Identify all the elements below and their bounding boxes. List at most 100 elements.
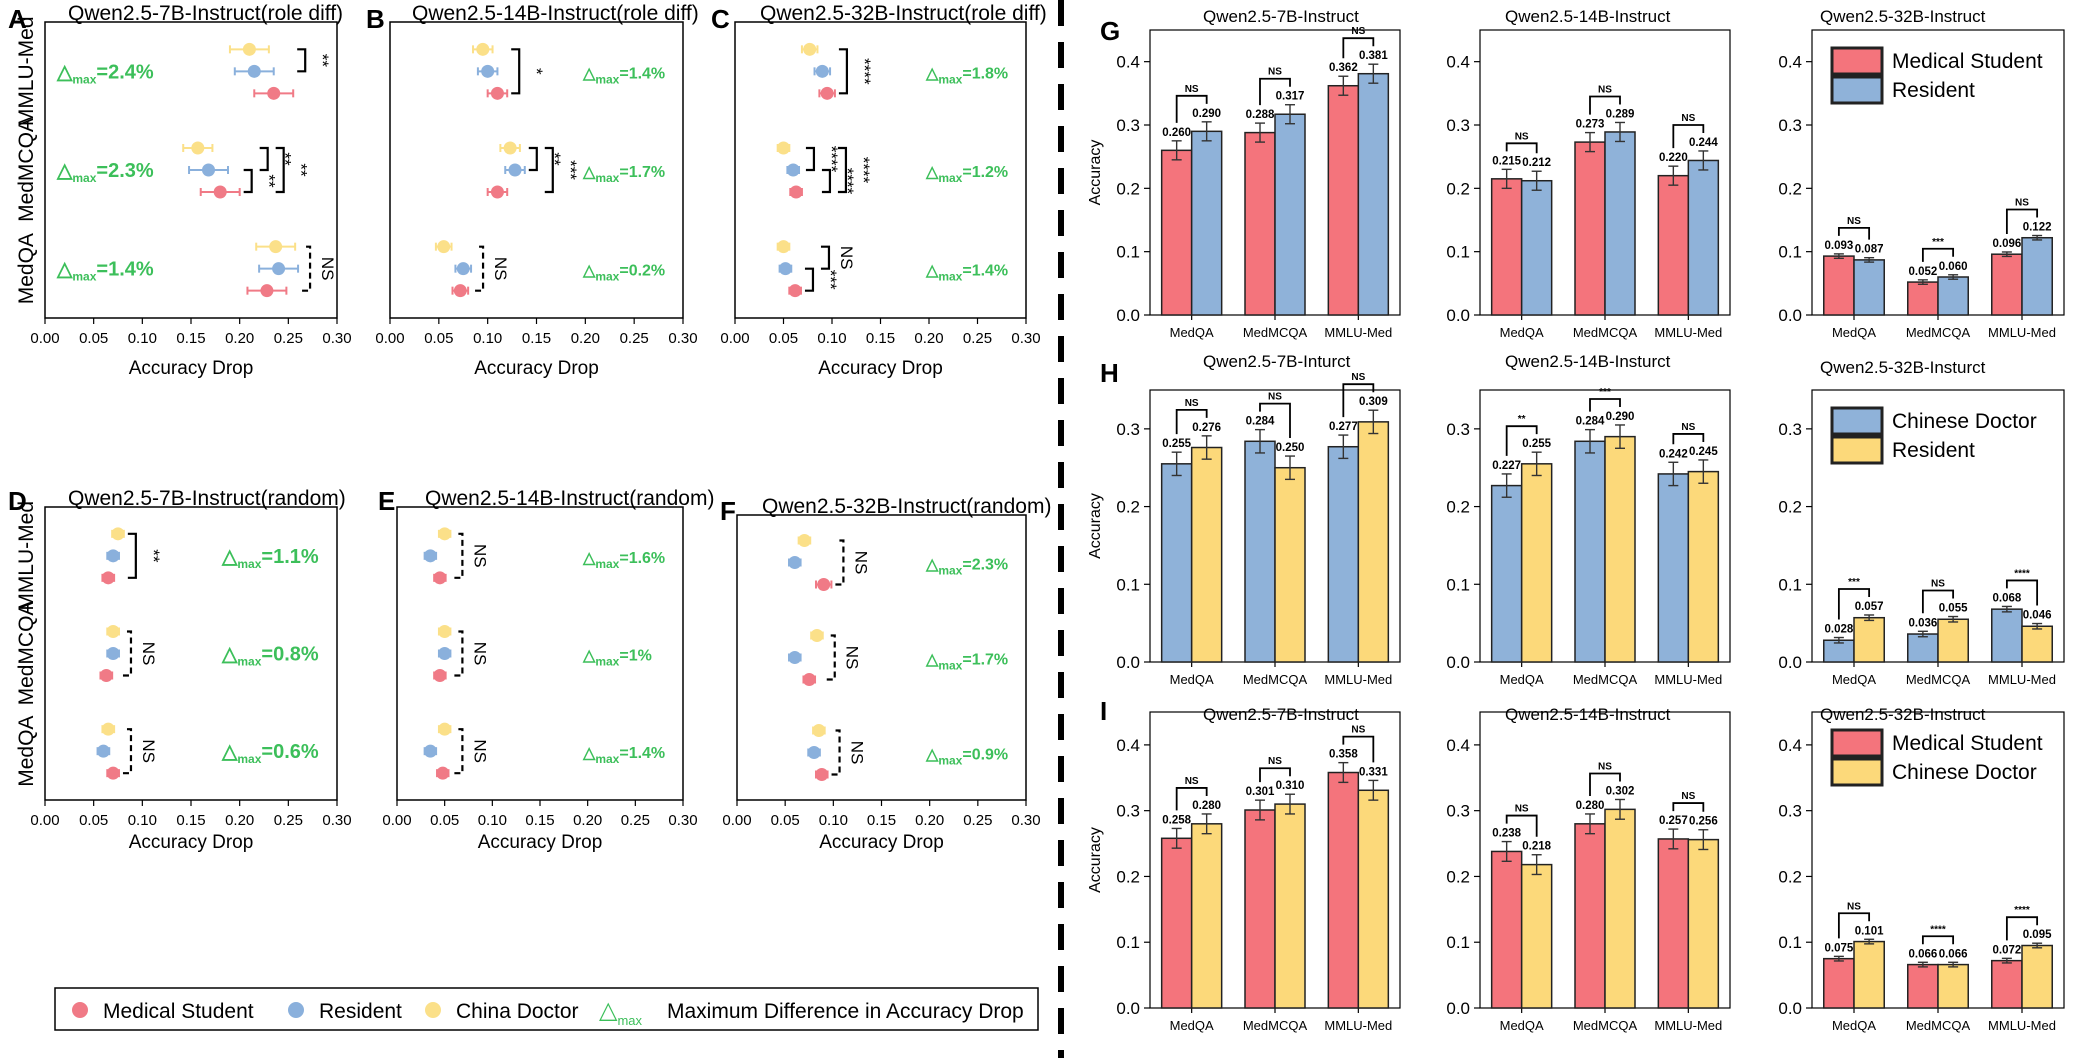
significance-label: NS [139,642,158,666]
legend-china-doctor-label: China Doctor [456,1000,579,1023]
panel-title: Qwen2.5-7B-Instruct [1203,7,1359,26]
category-label: MedMCQA [1243,325,1308,340]
point-resident [423,549,437,563]
delta-sub: max [237,752,261,766]
bar-medical-student [1657,838,1690,1009]
bar-panel-i: Qwen2.5-7B-Instruct 0.0 0.1 0.2 0.3 0.4 Accura… [1087,705,1401,1033]
bar-value-label: 0.055 [1939,603,1968,615]
point-china-doctor [269,240,283,254]
scatter-panel-b: Qwen2.5-14B-Instruct(role diff) 0.00 0.05 0… [375,2,698,379]
delta-max-label: △max=0.8% [221,644,319,669]
bar-resident [1937,618,1969,663]
category-label: MedQA [1170,1018,1214,1033]
significance-bracket [475,245,485,292]
bar-value-label: 0.245 [1689,446,1718,458]
y-tick-label: 0.2 [1446,498,1470,517]
bar-value-label: 0.244 [1689,137,1718,149]
bar-resident [1190,446,1223,663]
point-china-doctor [191,141,205,155]
y-tick-label: 0.1 [1116,933,1140,952]
bar-value-label: 0.101 [1855,925,1884,937]
point-medical-student [789,185,803,199]
bar-medical-student [1991,959,2023,1009]
significance-bracket [122,630,133,677]
delta-sub: max [595,557,619,571]
point-resident [481,64,495,78]
legend-medical-student-label: Medical Student [103,1000,254,1023]
bar-chinese-doctor [1190,823,1223,1009]
significance-bracket [528,146,538,172]
y-tick-label: 0.3 [1116,802,1140,821]
point-china-doctor [438,527,452,541]
significance-label: ** [144,549,163,563]
x-tick-label: 0.25 [621,812,650,829]
point-china-doctor [438,722,452,736]
significance-bracket [1505,814,1538,837]
bar-medical-student [1160,837,1193,1009]
scatter-panel-d: Qwen2.5-7B-Instruct(random) 0.00 0.05 0.10 0… [15,487,352,853]
delta-value: =2.3% [962,557,1008,574]
y-tick-label: 0.0 [1116,306,1140,325]
bar-value-label: 0.212 [1522,157,1551,169]
significance-bracket [454,630,464,677]
category-label: MedMCQA [1573,672,1638,687]
delta-max-label: △max=1.4% [56,259,154,284]
delta-glyph: △ [582,65,596,82]
point-medical-student [106,766,120,780]
significance-label: NS [848,741,867,765]
bar-value-label: 0.310 [1276,780,1305,792]
bar-resident [1357,421,1390,663]
significance-label: ** [292,163,311,177]
significance-label: NS [1351,725,1365,736]
significance-label: NS [1598,84,1612,95]
x-tick-label: 0.10 [819,812,848,829]
significance-label: NS [470,739,489,763]
delta-sub: max [938,72,962,86]
point-china-doctor [101,722,115,736]
point-resident [815,64,829,78]
bar-value-label: 0.087 [1855,244,1884,256]
significance-label: * [527,68,546,75]
delta-value: =1.4% [962,263,1008,280]
bar-value-label: 0.280 [1576,800,1605,812]
x-tick-label: 0.15 [867,812,896,829]
x-tick-label: 0.20 [914,330,943,347]
significance-label: ** [260,174,279,188]
significance-bracket [259,146,269,172]
significance-label: NS [491,257,510,281]
bar-value-label: 0.258 [1162,814,1191,826]
x-tick-label: 0.30 [322,812,351,829]
bar-medical-student [1490,850,1523,1009]
panel-title: Qwen2.5-14B-Instruct(random) [425,487,714,510]
significance-label: NS [1681,791,1695,802]
bar-chinese-doctor [2021,944,2053,1009]
point-china-doctor [777,240,790,254]
bar-medical-student [1574,823,1606,1009]
y-tick-label: 0.2 [1116,179,1140,198]
point-medical-student [99,669,113,682]
point-medical-student [433,669,447,682]
x-tick-label: 0.05 [424,330,453,347]
bar-resident [1604,435,1636,663]
delta-sub: max [595,752,619,766]
delta-value: =0.6% [261,741,318,763]
legend-label-chinese-doctor: Chinese Doctor [1892,761,2037,784]
bar-resident [1274,466,1306,663]
group-label-mmlu-med: MMLU-Med [15,16,38,126]
category-label: MedMCQA [1906,325,1971,340]
x-axis-label: Accuracy Drop [818,358,943,379]
significance-bracket [838,48,849,95]
delta-sub: max [938,270,962,284]
delta-value: =0.2% [619,263,665,280]
panel-letter-c: C [711,4,730,34]
y-tick-label: 0.0 [1116,999,1140,1018]
significance-bracket [804,267,815,292]
category-label: MedMCQA [1243,1018,1308,1033]
x-tick-label: 0.30 [322,330,351,347]
bar-resident [1190,130,1223,316]
significance-bracket [1175,787,1208,811]
delta-max-label: △max=2.4% [56,61,154,86]
delta-glyph: △ [221,741,238,763]
bottom-legend: Medical Student Resident China Doctor △m… [54,987,1039,1031]
significance-label: NS [1185,84,1199,95]
